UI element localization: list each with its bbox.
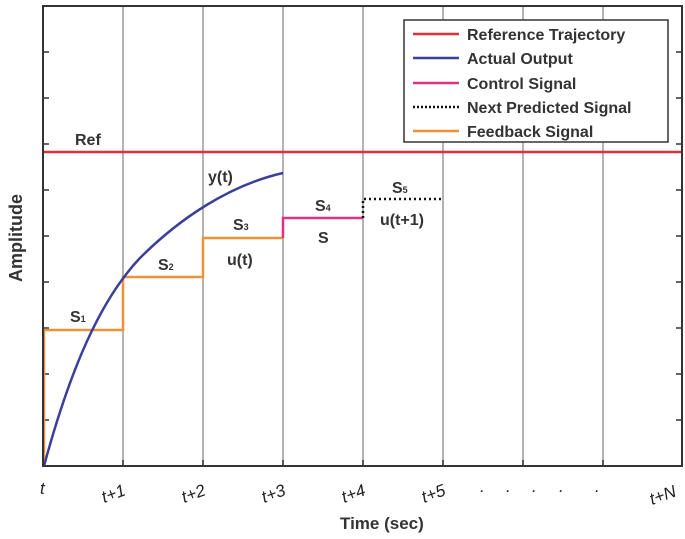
next-predicted-signal-line xyxy=(361,197,443,218)
legend-actual: Actual Output xyxy=(467,51,573,68)
yt-label: y(t) xyxy=(208,169,233,186)
tick-t2: t+2 xyxy=(179,480,209,506)
s5-label: S5 xyxy=(392,180,408,197)
s3-label: S3 xyxy=(233,217,249,234)
axes-frame xyxy=(42,5,683,467)
tick-dot: . xyxy=(559,477,564,496)
ref-label: Ref xyxy=(75,132,101,149)
s-label: S xyxy=(318,230,329,247)
x-tick-labels: t t+1 t+2 t+3 t+4 t+5 . . . . . t+N xyxy=(40,477,679,509)
tick-t: t xyxy=(40,479,46,498)
tick-dot: . xyxy=(480,477,485,496)
actual-output-curve xyxy=(42,171,284,467)
s4-label: S4 xyxy=(315,198,331,215)
legend-control: Control Signal xyxy=(467,76,576,93)
x-axis-label: Time (sec) xyxy=(340,514,424,533)
tick-t5: t+5 xyxy=(419,480,449,506)
tick-t1: t+1 xyxy=(99,481,128,507)
tick-dot: . xyxy=(595,477,600,496)
control-signal-line xyxy=(281,216,363,238)
tick-t3: t+3 xyxy=(259,480,289,506)
ut1-label: u(t+1) xyxy=(380,212,424,229)
tick-tn: t+N xyxy=(647,481,679,508)
s2-label: S2 xyxy=(158,257,174,274)
tick-dot: . xyxy=(506,477,511,496)
tick-dot: . xyxy=(532,477,537,496)
legend-feedback: Feedback Signal xyxy=(467,124,593,141)
s1-label: S1 xyxy=(70,309,86,326)
ut-label: u(t) xyxy=(227,252,253,269)
legend: Reference Trajectory Actual Output Contr… xyxy=(403,19,669,143)
tick-t4: t+4 xyxy=(339,481,368,507)
legend-reference: Reference Trajectory xyxy=(467,27,625,44)
legend-next: Next Predicted Signal xyxy=(467,100,632,117)
y-axis-label: Amplitude xyxy=(6,194,26,282)
